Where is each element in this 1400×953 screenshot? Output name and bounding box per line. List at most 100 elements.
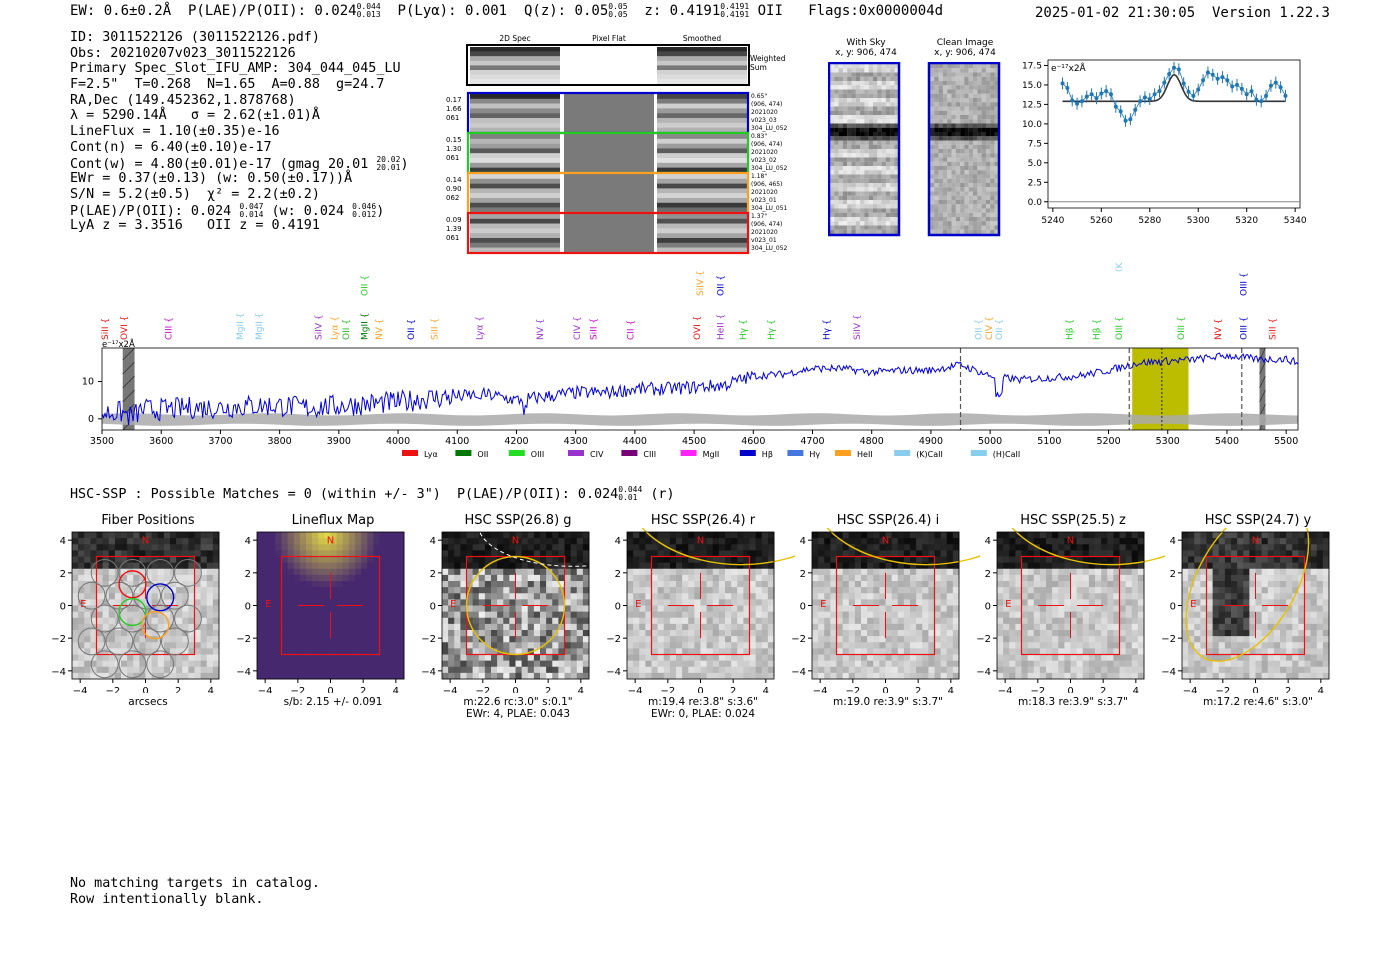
spectrum-band bbox=[657, 162, 747, 168]
pixel bbox=[1058, 532, 1065, 539]
pixel bbox=[576, 581, 584, 588]
pixel bbox=[688, 599, 695, 606]
pixel bbox=[669, 672, 677, 680]
pixel bbox=[503, 544, 510, 551]
pixel bbox=[355, 574, 362, 582]
pixel bbox=[188, 568, 195, 576]
pixel bbox=[951, 149, 956, 154]
north-label: N bbox=[512, 535, 519, 546]
pixel bbox=[96, 532, 104, 539]
pixel bbox=[903, 648, 911, 655]
pixel bbox=[818, 611, 825, 619]
pixel bbox=[968, 89, 974, 94]
pixel bbox=[737, 574, 744, 582]
pixel bbox=[330, 617, 338, 625]
pixel bbox=[176, 660, 183, 668]
pixel bbox=[994, 195, 999, 201]
pixel bbox=[881, 200, 886, 205]
pixel bbox=[981, 229, 986, 235]
pixel bbox=[269, 587, 276, 594]
pixel bbox=[910, 648, 917, 655]
x-tick-label: −2 bbox=[105, 686, 120, 693]
pixel bbox=[879, 544, 886, 551]
pixel bbox=[824, 642, 831, 649]
pixel bbox=[812, 660, 819, 668]
pixel bbox=[540, 630, 547, 637]
pixel bbox=[700, 611, 708, 619]
pixel bbox=[847, 68, 852, 73]
pixel bbox=[851, 140, 856, 145]
pixel bbox=[682, 550, 689, 557]
pixel bbox=[737, 550, 744, 557]
pixel bbox=[877, 89, 882, 94]
pixel bbox=[994, 187, 999, 192]
pixel bbox=[885, 144, 891, 150]
pixel bbox=[940, 660, 948, 668]
pixel bbox=[669, 654, 677, 662]
pixel bbox=[761, 605, 769, 613]
pixel bbox=[96, 593, 104, 600]
pixel bbox=[348, 636, 356, 643]
spectrum-band bbox=[470, 233, 560, 239]
pixel bbox=[934, 161, 939, 167]
pixel bbox=[868, 132, 874, 137]
pixel bbox=[864, 102, 869, 107]
pixel bbox=[947, 89, 952, 94]
pixel bbox=[848, 556, 856, 564]
data-point bbox=[1210, 72, 1215, 77]
cutout-caption-line: m:19.4 re:3.8" s:3.6" bbox=[648, 696, 758, 708]
pixel bbox=[946, 532, 954, 539]
pixel bbox=[694, 581, 701, 588]
pixel bbox=[836, 593, 844, 600]
pixel bbox=[947, 68, 952, 73]
pixel bbox=[851, 76, 856, 82]
pixel bbox=[72, 599, 79, 606]
pixel bbox=[851, 153, 856, 158]
legend-entry: OIII bbox=[508, 450, 544, 459]
pixel bbox=[855, 64, 861, 69]
pixel bbox=[391, 587, 399, 594]
pixel bbox=[367, 532, 374, 539]
y-tick-label: 4 bbox=[430, 536, 436, 547]
pixel bbox=[157, 599, 165, 606]
pixel bbox=[293, 636, 301, 643]
pixel bbox=[269, 611, 276, 619]
image-band bbox=[470, 60, 560, 66]
pixel bbox=[873, 136, 878, 141]
pixel bbox=[348, 593, 356, 600]
pixel bbox=[324, 574, 331, 582]
pixel bbox=[669, 617, 677, 625]
pixel bbox=[1101, 550, 1108, 557]
pixel bbox=[848, 562, 856, 570]
pixel bbox=[361, 611, 368, 619]
pixel bbox=[558, 660, 565, 668]
pixel bbox=[108, 556, 116, 564]
pixel bbox=[1009, 562, 1016, 570]
pixel bbox=[960, 144, 965, 150]
pixel bbox=[960, 166, 965, 171]
pixel bbox=[688, 666, 695, 674]
pixel bbox=[968, 187, 974, 192]
pixel bbox=[749, 599, 757, 606]
pixel bbox=[864, 166, 869, 171]
info-radec: RA,Dec (149.452362,1.878768) bbox=[70, 92, 296, 108]
pixel bbox=[960, 136, 965, 141]
pixel bbox=[263, 672, 270, 680]
pixel bbox=[139, 611, 146, 619]
pixel bbox=[885, 556, 893, 564]
pixel bbox=[1095, 550, 1102, 557]
pixel bbox=[867, 617, 874, 625]
pixel bbox=[1039, 581, 1047, 588]
pixel bbox=[676, 654, 683, 662]
pixel bbox=[834, 208, 839, 213]
pixel bbox=[990, 204, 995, 209]
pixel bbox=[391, 574, 399, 582]
pixel bbox=[973, 221, 978, 226]
pixel bbox=[860, 153, 865, 158]
pixel bbox=[873, 200, 878, 205]
pixel bbox=[114, 599, 122, 606]
pixel bbox=[521, 562, 529, 570]
pixel bbox=[938, 174, 943, 179]
pixel bbox=[263, 648, 270, 655]
pixel bbox=[894, 149, 899, 154]
